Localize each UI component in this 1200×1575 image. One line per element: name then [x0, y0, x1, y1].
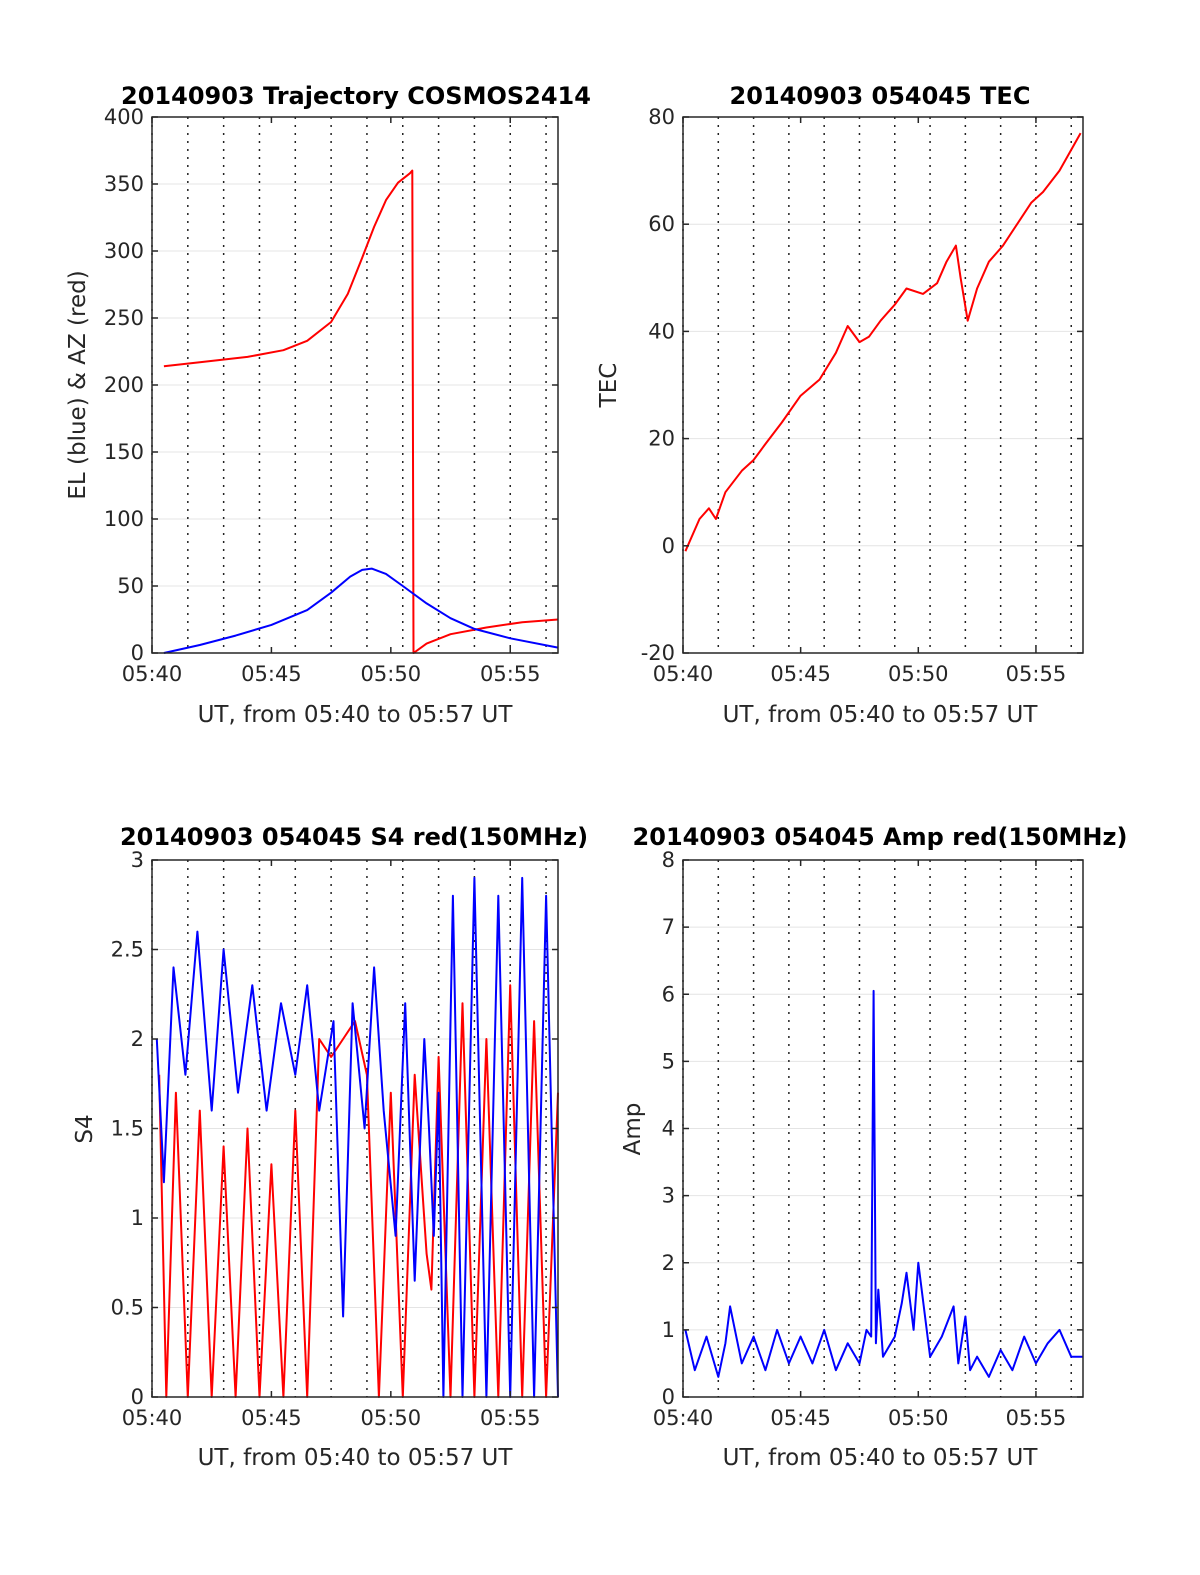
- tec-ytick-label: 20: [648, 427, 675, 451]
- amp-ytick-label: 1: [662, 1318, 675, 1342]
- s4-series-1-line: [155, 876, 559, 1398]
- amp-grid: [682, 859, 1083, 1398]
- s4-series-0-line: [158, 984, 559, 1398]
- tec-axes-frame: [682, 116, 1084, 654]
- amp-xtick-label: 05:45: [770, 1406, 831, 1430]
- tec-y-label: TEC: [596, 363, 622, 409]
- s4-ytick-label: 1: [131, 1206, 144, 1230]
- s4-title: 20140903 054045 S4 red(150MHz): [120, 823, 588, 851]
- amp-ytick-label: 7: [662, 915, 675, 939]
- tec-ytick-label: 40: [648, 319, 675, 343]
- tec-series-0-line: [684, 132, 1082, 552]
- tec-title: 20140903 054045 TEC: [730, 82, 1031, 110]
- trajectory-ytick-label: 200: [104, 373, 144, 397]
- trajectory-panel: 20140903 Trajectory COSMOS2414 UT, from …: [65, 82, 591, 728]
- trajectory-ytick-label: 300: [104, 239, 144, 263]
- tec-xtick-label: 05:40: [653, 662, 714, 686]
- s4-ytick-label: 3: [131, 848, 144, 872]
- amp-xtick-label: 05:55: [1006, 1406, 1067, 1430]
- tec-ytick-label: 60: [648, 212, 675, 236]
- tec-ytick-label: 80: [648, 105, 675, 129]
- tec-x-label: UT, from 05:40 to 05:57 UT: [723, 702, 1039, 728]
- s4-ytick-label: 1.5: [111, 1117, 144, 1141]
- tec-panel: 20140903 054045 TEC UT, from 05:40 to 05…: [596, 82, 1084, 728]
- amp-ytick-label: 0: [662, 1385, 675, 1409]
- amp-y-label: Amp: [620, 1103, 646, 1156]
- amp-title: 20140903 054045 Amp red(150MHz): [633, 823, 1128, 851]
- trajectory-xtick-label: 05:55: [480, 662, 541, 686]
- trajectory-x-label: UT, from 05:40 to 05:57 UT: [198, 702, 514, 728]
- trajectory-ytick-label: 250: [104, 306, 144, 330]
- trajectory-xtick-label: 05:50: [361, 662, 422, 686]
- s4-x-label: UT, from 05:40 to 05:57 UT: [198, 1445, 514, 1471]
- trajectory-xtick-label: 05:40: [122, 662, 183, 686]
- tec-xtick-label: 05:55: [1006, 662, 1067, 686]
- s4-xtick-label: 05:45: [241, 1406, 302, 1430]
- trajectory-ytick-label: 400: [104, 105, 144, 129]
- trajectory-ytick-label: 0: [131, 641, 144, 665]
- amp-ytick-label: 3: [662, 1184, 675, 1208]
- s4-xtick-label: 05:40: [122, 1406, 183, 1430]
- s4-ytick-label: 2.5: [111, 938, 144, 962]
- trajectory-series-0-line: [163, 169, 559, 654]
- trajectory-grid: [151, 116, 558, 654]
- trajectory-ytick-label: 100: [104, 507, 144, 531]
- trajectory-ytick-label: 150: [104, 440, 144, 464]
- amp-ytick-label: 2: [662, 1251, 675, 1275]
- amp-x-label: UT, from 05:40 to 05:57 UT: [723, 1445, 1039, 1471]
- amp-ytick-label: 6: [662, 982, 675, 1006]
- trajectory-y-label: EL (blue) & AZ (red): [65, 270, 91, 499]
- amp-ytick-label: 4: [662, 1117, 675, 1141]
- tec-ytick-label: 0: [662, 534, 675, 558]
- s4-y-label: S4: [72, 1114, 98, 1143]
- amp-series-0-line: [684, 989, 1083, 1378]
- amp-xtick-label: 05:40: [653, 1406, 714, 1430]
- amp-ytick-label: 8: [662, 848, 675, 872]
- trajectory-series-1-line: [163, 567, 559, 654]
- s4-ytick-label: 0.5: [111, 1296, 144, 1320]
- s4-xtick-label: 05:55: [480, 1406, 541, 1430]
- amp-xtick-label: 05:50: [888, 1406, 949, 1430]
- tec-grid: [682, 116, 1083, 654]
- trajectory-ytick-label: 50: [117, 574, 144, 598]
- s4-xtick-label: 05:50: [361, 1406, 422, 1430]
- s4-ytick-label: 2: [131, 1027, 144, 1051]
- trajectory-xtick-label: 05:45: [241, 662, 302, 686]
- amp-panel: 20140903 054045 Amp red(150MHz) UT, from…: [620, 823, 1127, 1471]
- tec-xtick-label: 05:50: [888, 662, 949, 686]
- trajectory-ytick-label: 350: [104, 172, 144, 196]
- amp-ytick-label: 5: [662, 1049, 675, 1073]
- tec-xtick-label: 05:45: [770, 662, 831, 686]
- tec-ytick-label: -20: [641, 641, 675, 665]
- s4-panel: 20140903 054045 S4 red(150MHz) UT, from …: [72, 823, 588, 1471]
- trajectory-title: 20140903 Trajectory COSMOS2414: [121, 82, 591, 110]
- s4-ytick-label: 0: [131, 1385, 144, 1409]
